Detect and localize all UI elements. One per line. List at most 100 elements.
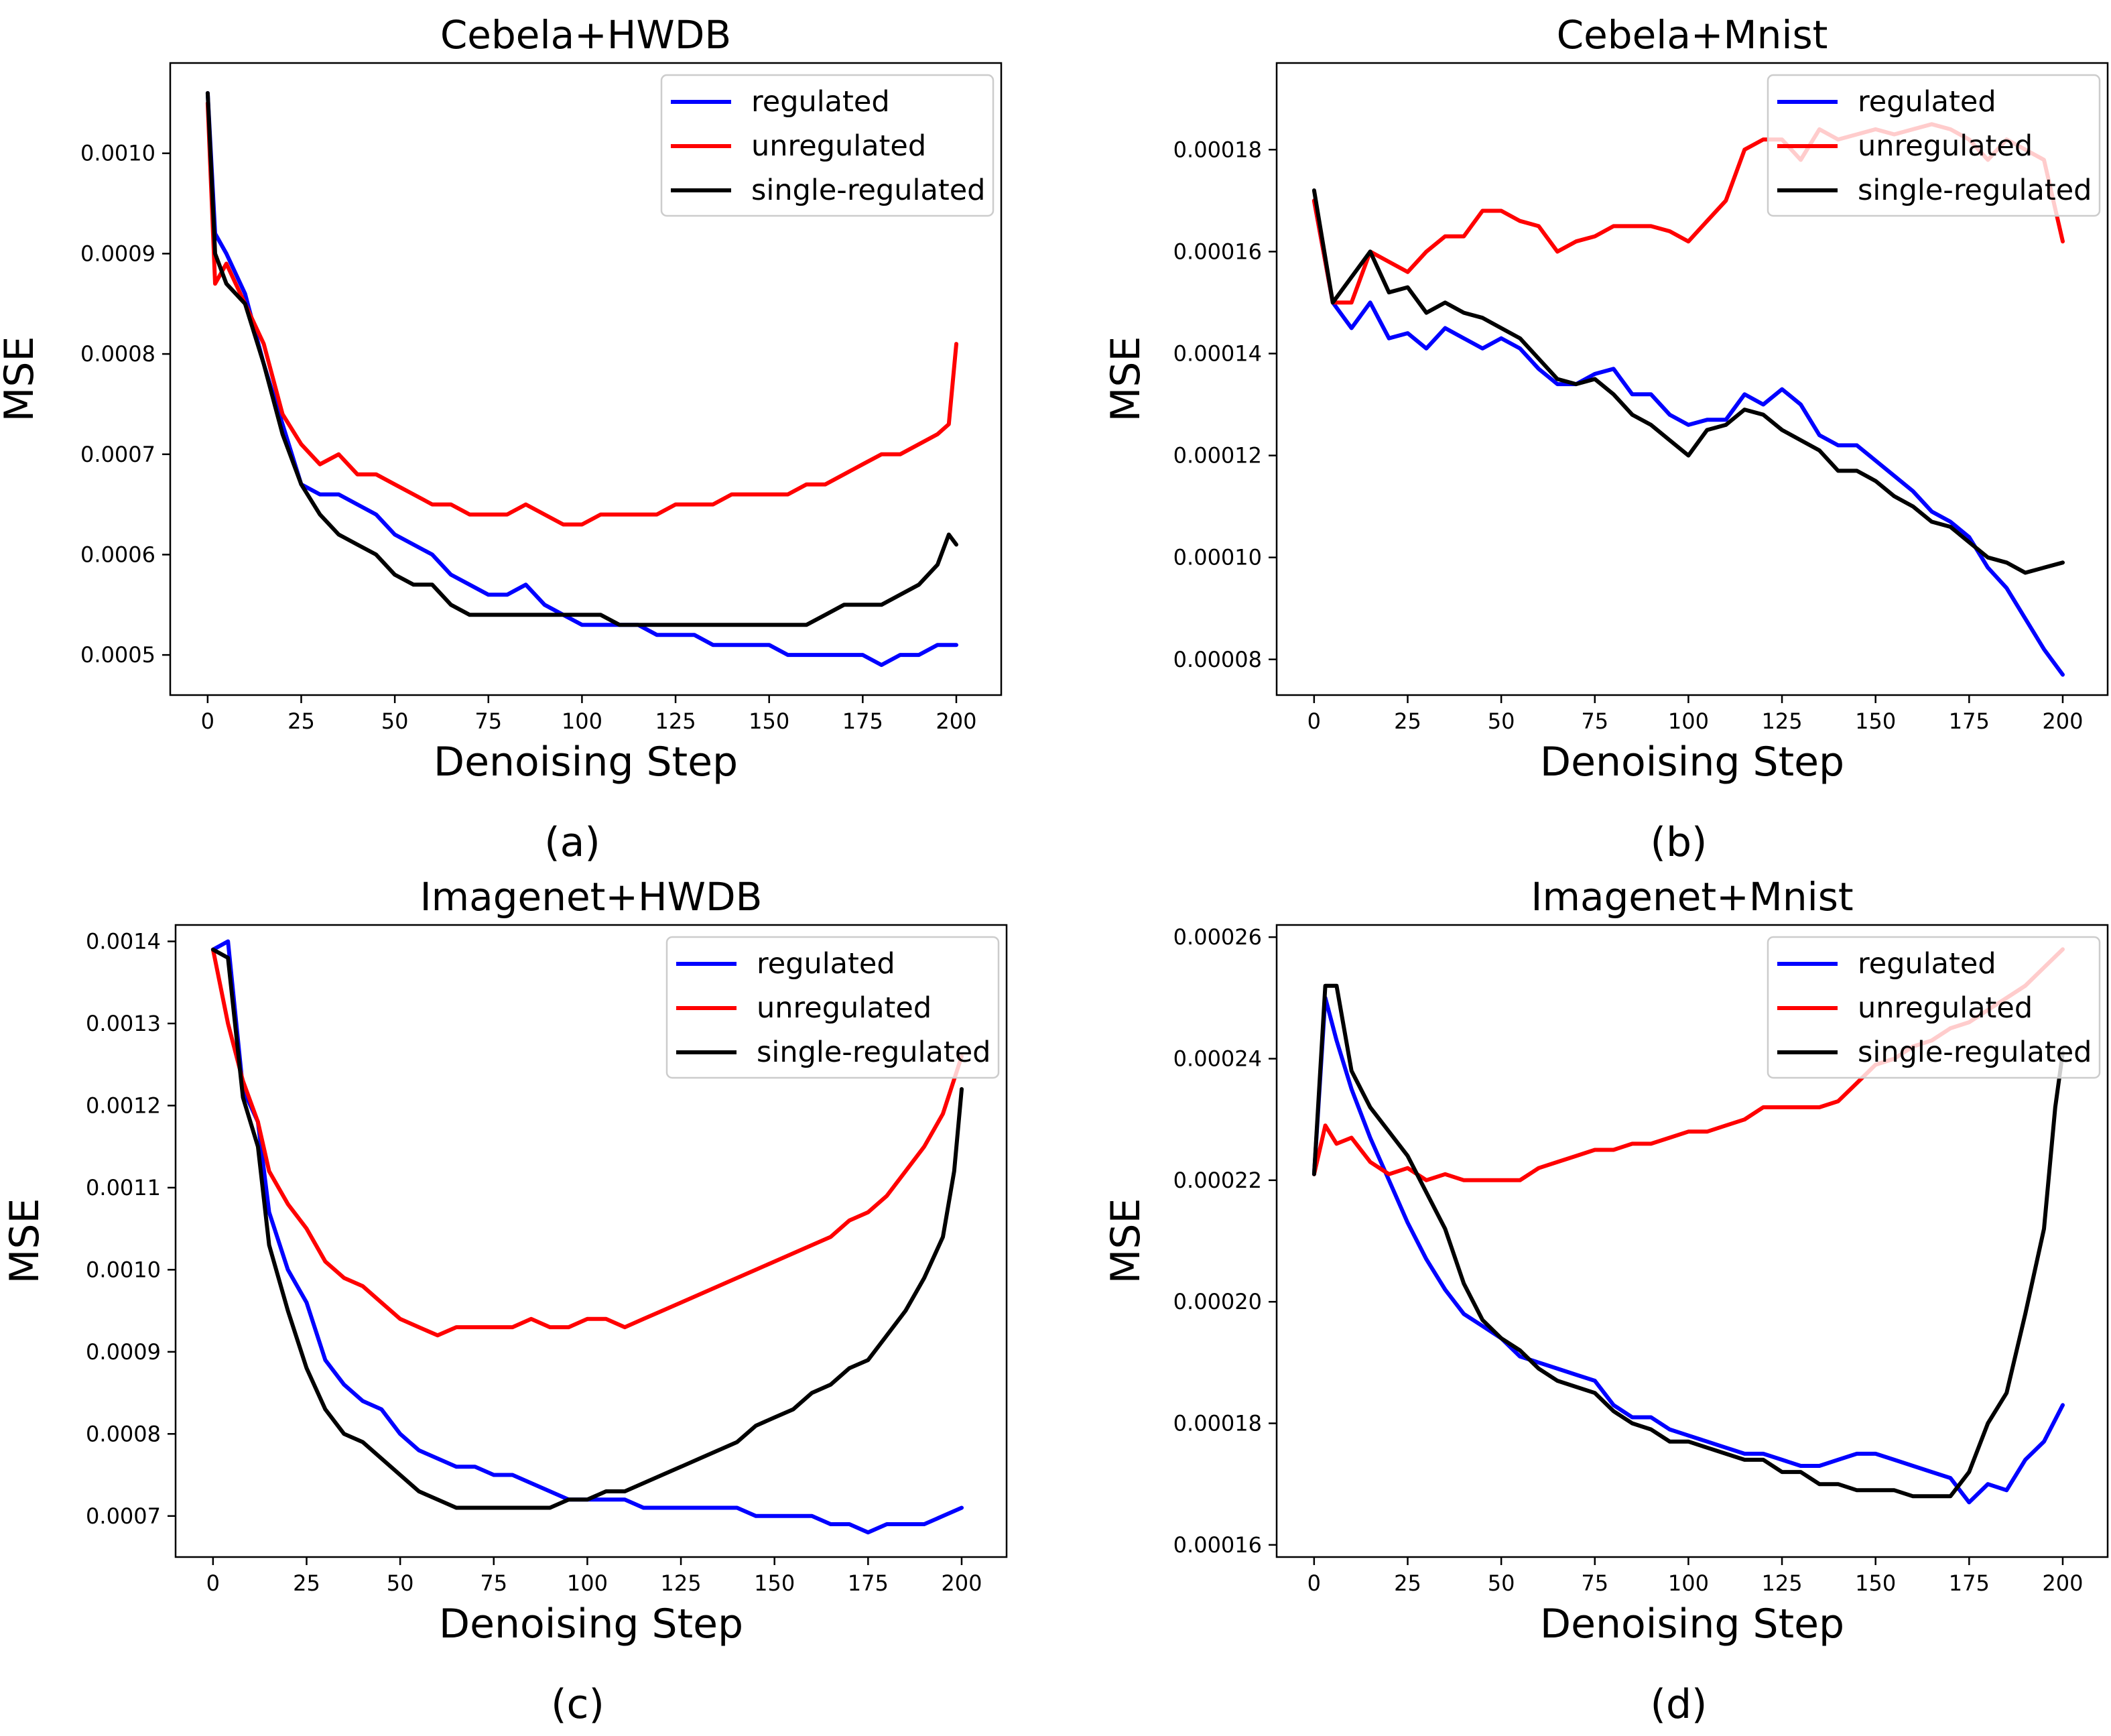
- x-tick-label: 25: [293, 1570, 320, 1596]
- legend: regulated unregulated single-regulated: [665, 936, 1000, 1079]
- chart-panel-imagenet-hwdb: 0 25 50 75 100 125 150 175 200 0.0007 0.0008 0.0009…: [1, 874, 1008, 1728]
- x-axis-label: Denoising Step: [1540, 739, 1844, 786]
- y-axis-label: MSE: [0, 336, 43, 422]
- x-tick-label: 200: [936, 708, 976, 734]
- legend-label-single-regulated: single-regulated: [757, 1036, 990, 1069]
- x-tick-label: 25: [287, 708, 315, 734]
- y-tick-label: 0.00012: [1173, 443, 1262, 469]
- y-tick-label: 0.0013: [86, 1011, 161, 1036]
- x-tick-label: 200: [2042, 708, 2083, 734]
- y-axis-label: MSE: [1102, 1198, 1149, 1284]
- y-tick-label: 0.00022: [1173, 1168, 1262, 1193]
- x-tick-label: 0: [1307, 708, 1321, 734]
- legend-label-single-regulated: single-regulated: [751, 174, 985, 207]
- y-tick-label: 0.00008: [1173, 647, 1262, 672]
- x-axis-label: Denoising Step: [1540, 1601, 1844, 1648]
- x-tick-label: 125: [1762, 708, 1803, 734]
- series-line-unregulated: [205, 101, 958, 527]
- panel-caption: (c): [551, 1681, 604, 1728]
- y-tick-label: 0.00016: [1173, 239, 1262, 264]
- plot-frame: [1275, 924, 2109, 1558]
- legend-label-regulated: regulated: [751, 85, 890, 119]
- x-tick-label: 75: [480, 1570, 507, 1596]
- x-tick-label: 75: [1581, 708, 1608, 734]
- y-tick-label: 0.0005: [80, 642, 155, 668]
- legend-box: [1767, 74, 2101, 217]
- x-tick-label: 175: [842, 708, 883, 734]
- legend-label-unregulated: unregulated: [751, 129, 926, 163]
- x-tick-label: 150: [749, 708, 789, 734]
- y-tick-label: 0.00018: [1173, 137, 1262, 162]
- y-tick-label: 0.0007: [86, 1503, 161, 1529]
- y-tick-label: 0.0009: [80, 241, 155, 266]
- y-tick-label: 0.00024: [1173, 1046, 1262, 1071]
- plot-frame: [174, 924, 1008, 1558]
- x-axis-label: Denoising Step: [434, 739, 738, 786]
- x-tick-label: 50: [1488, 708, 1515, 734]
- x-tick-label: 125: [661, 1570, 702, 1596]
- y-tick-label: 0.0014: [86, 928, 161, 954]
- y-tick-label: 0.0008: [80, 341, 155, 367]
- series-line-regulated: [205, 90, 958, 668]
- y-tick-label: 0.00014: [1173, 340, 1262, 366]
- legend-label-single-regulated: single-regulated: [1858, 1036, 2092, 1069]
- legend-label-regulated: regulated: [757, 947, 895, 981]
- chart-panel-imagenet-mnist: 0 25 50 75 100 125 150 175 200 0.00016 0.00018 0.00…: [1102, 874, 2109, 1728]
- x-tick-label: 200: [2042, 1570, 2083, 1596]
- panel-caption: (d): [1651, 1681, 1708, 1728]
- series-line-single-regulated: [210, 947, 964, 1510]
- x-tick-label: 100: [567, 1570, 608, 1596]
- legend-box: [665, 936, 1000, 1079]
- chart-panel-cebela-mnist: 0 25 50 75 100 125 150 175 200 0.00008 0.00010 0.00…: [1102, 12, 2109, 866]
- x-tick-label: 100: [562, 708, 602, 734]
- x-tick-label: 50: [381, 708, 409, 734]
- x-tick-label: 125: [655, 708, 696, 734]
- x-tick-label: 100: [1668, 1570, 1709, 1596]
- x-tick-label: 75: [474, 708, 502, 734]
- y-tick-label: 0.00026: [1173, 924, 1262, 950]
- x-tick-label: 50: [1488, 1570, 1515, 1596]
- series-line-regulated: [1312, 995, 2065, 1505]
- series-line-single-regulated: [1312, 983, 2065, 1499]
- x-axis-label: Denoising Step: [439, 1601, 743, 1648]
- x-tick-label: 0: [201, 708, 214, 734]
- legend-label-unregulated: unregulated: [1858, 991, 2033, 1025]
- x-tick-label: 25: [1394, 1570, 1421, 1596]
- x-tick-label: 50: [387, 1570, 414, 1596]
- x-tick-label: 0: [206, 1570, 220, 1596]
- series-line-regulated: [1312, 198, 2065, 677]
- chart-title: Imagenet+HWDB: [420, 874, 763, 920]
- x-tick-label: 0: [1307, 1570, 1321, 1596]
- legend-box: [1767, 936, 2101, 1079]
- y-tick-label: 0.0006: [80, 542, 155, 567]
- y-tick-label: 0.0009: [86, 1339, 161, 1365]
- y-tick-label: 0.0010: [80, 141, 155, 166]
- legend-label-regulated: regulated: [1858, 85, 1996, 119]
- x-tick-label: 200: [941, 1570, 982, 1596]
- panel-caption: (a): [544, 819, 600, 866]
- y-tick-label: 0.0010: [86, 1257, 161, 1282]
- y-axis-label: MSE: [1, 1198, 48, 1284]
- x-tick-label: 75: [1581, 1570, 1608, 1596]
- series-line-single-regulated: [1312, 188, 2065, 575]
- x-tick-label: 150: [1855, 708, 1896, 734]
- legend: regulated unregulated single-regulated: [1767, 74, 2101, 217]
- x-tick-label: 150: [1855, 1570, 1896, 1596]
- y-tick-label: 0.00018: [1173, 1411, 1262, 1436]
- panel-caption: (b): [1651, 819, 1708, 866]
- x-tick-label: 25: [1394, 708, 1421, 734]
- y-tick-label: 0.0011: [86, 1175, 161, 1200]
- y-tick-label: 0.0008: [86, 1421, 161, 1446]
- y-tick-label: 0.00016: [1173, 1532, 1262, 1558]
- y-tick-label: 0.00010: [1173, 545, 1262, 570]
- legend: regulated unregulated single-regulated: [660, 74, 995, 217]
- legend-label-unregulated: unregulated: [757, 991, 932, 1025]
- x-tick-label: 175: [1949, 1570, 1990, 1596]
- y-tick-label: 0.0007: [80, 442, 155, 467]
- plot-frame: [169, 62, 1003, 696]
- chart-title: Imagenet+Mnist: [1531, 874, 1853, 920]
- legend-label-single-regulated: single-regulated: [1858, 174, 2092, 207]
- plot-frame: [1275, 62, 2109, 696]
- x-tick-label: 175: [848, 1570, 889, 1596]
